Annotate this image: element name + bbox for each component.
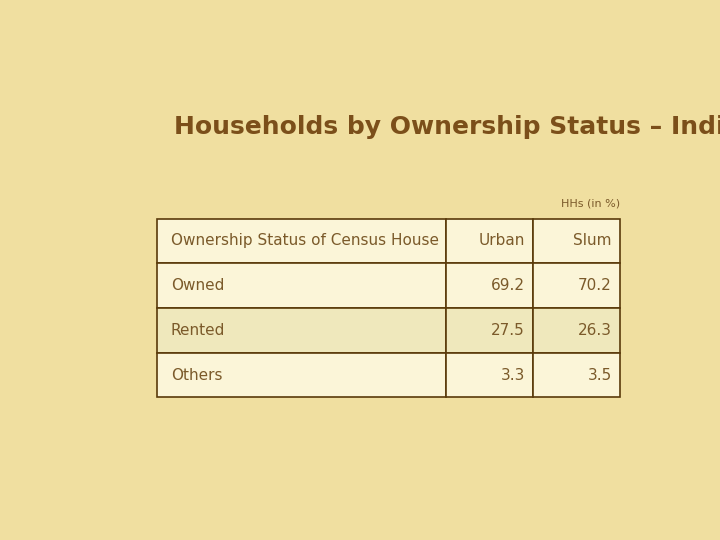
FancyBboxPatch shape [534,264,620,308]
Text: 27.5: 27.5 [491,323,525,338]
FancyBboxPatch shape [157,308,446,353]
FancyBboxPatch shape [157,353,446,397]
Text: 69.2: 69.2 [491,278,525,293]
FancyBboxPatch shape [534,219,620,264]
FancyBboxPatch shape [446,353,534,397]
FancyBboxPatch shape [534,308,620,353]
Text: Ownership Status of Census House: Ownership Status of Census House [171,233,439,248]
FancyBboxPatch shape [157,219,446,264]
Text: Slum: Slum [573,233,612,248]
Text: HHs (in %): HHs (in %) [561,198,620,208]
FancyBboxPatch shape [157,264,446,308]
FancyBboxPatch shape [534,353,620,397]
Text: 3.3: 3.3 [500,368,525,383]
Text: Households by Ownership Status – India: Households by Ownership Status – India [174,114,720,139]
Text: Others: Others [171,368,222,383]
Text: Rented: Rented [171,323,225,338]
FancyBboxPatch shape [446,264,534,308]
Text: 70.2: 70.2 [578,278,612,293]
FancyBboxPatch shape [446,219,534,264]
Text: Owned: Owned [171,278,225,293]
Text: 3.5: 3.5 [588,368,612,383]
FancyBboxPatch shape [446,308,534,353]
Text: Urban: Urban [479,233,525,248]
Text: 26.3: 26.3 [577,323,612,338]
